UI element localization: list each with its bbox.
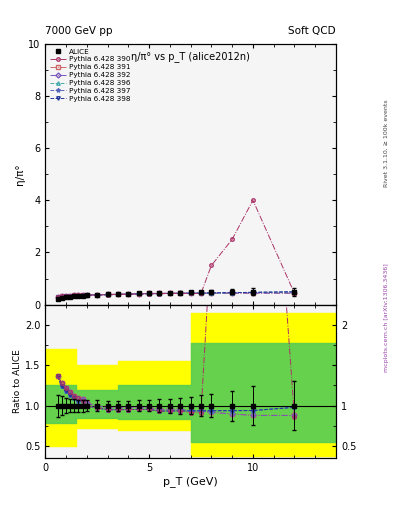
Legend: ALICE, Pythia 6.428 390, Pythia 6.428 391, Pythia 6.428 392, Pythia 6.428 396, P: ALICE, Pythia 6.428 390, Pythia 6.428 39… xyxy=(48,46,133,104)
Text: Rivet 3.1.10, ≥ 100k events: Rivet 3.1.10, ≥ 100k events xyxy=(384,99,389,187)
Text: Soft QCD: Soft QCD xyxy=(288,26,336,36)
Y-axis label: Ratio to ALICE: Ratio to ALICE xyxy=(13,350,22,413)
Y-axis label: η/π°: η/π° xyxy=(15,163,25,185)
Text: mcplots.cern.ch [arXiv:1306.3436]: mcplots.cern.ch [arXiv:1306.3436] xyxy=(384,263,389,372)
Text: 7000 GeV pp: 7000 GeV pp xyxy=(45,26,113,36)
X-axis label: p_T (GeV): p_T (GeV) xyxy=(163,476,218,487)
Text: η/π° vs p_T (alice2012n): η/π° vs p_T (alice2012n) xyxy=(131,51,250,62)
